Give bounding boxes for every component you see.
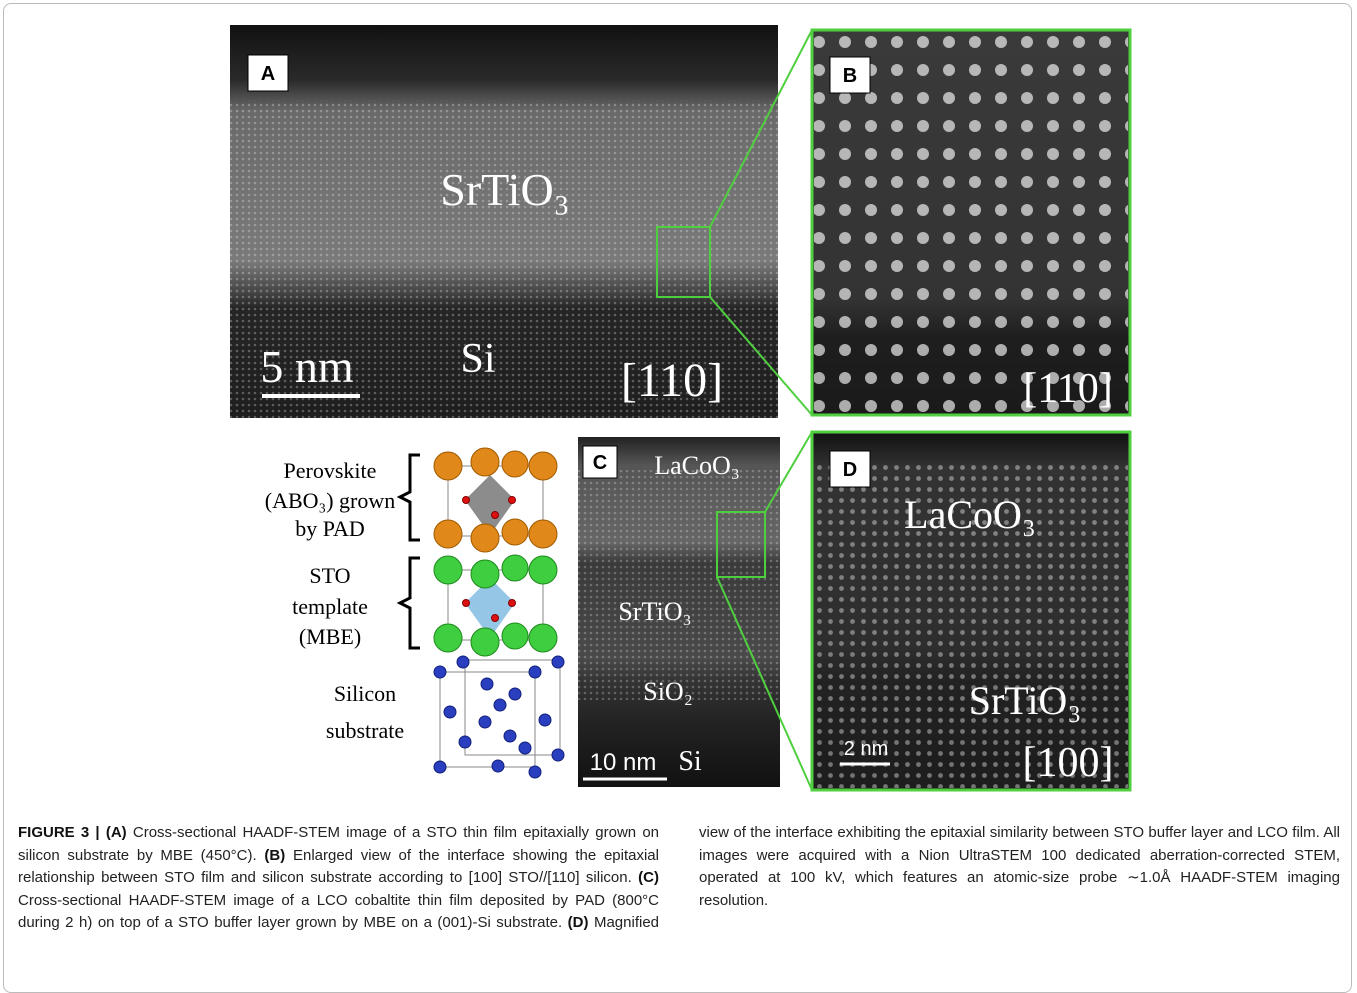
- panel-label: D: [843, 459, 857, 481]
- schematic-label: STO: [309, 563, 350, 588]
- caption-tag: (B): [264, 847, 285, 864]
- schematic-label: Perovskite: [284, 458, 377, 483]
- panel-label: C: [593, 452, 607, 474]
- schematic-label: (ABO₃) grown: [265, 488, 396, 513]
- figure: A SrTiO₃ Si 5 nm [110] B [110] Perovskit…: [0, 0, 1357, 800]
- zone-label: [110]: [621, 354, 723, 407]
- scale-label: 5 nm: [260, 341, 354, 392]
- caption-text: Cross-sectional HAADF-STEM image of a LC…: [18, 892, 659, 932]
- panel-b: B [110]: [812, 30, 1130, 415]
- caption-tag: (C): [638, 869, 659, 886]
- schematic-label: by PAD: [295, 516, 365, 541]
- brace: [400, 558, 420, 648]
- scale-label: 10 nm: [590, 749, 657, 776]
- zone-label: [100]: [1023, 740, 1114, 786]
- panel-c: C LaCoO₃ SrTiO₃ SiO₂ 10 nm Si: [578, 437, 780, 787]
- page: A SrTiO₃ Si 5 nm [110] B [110] Perovskit…: [0, 0, 1357, 978]
- layer-label: SiO₂: [643, 677, 693, 706]
- caption-label: FIGURE 3 |: [18, 824, 100, 841]
- caption-text: Magnified view of the interface exhibiti…: [594, 824, 1340, 931]
- layer-label: LaCoO₃: [654, 451, 740, 480]
- substrate-label: Si: [678, 746, 702, 777]
- schematic-label: (MBE): [299, 624, 361, 649]
- schematic-label: substrate: [326, 718, 404, 743]
- panel-a: A SrTiO₃ Si 5 nm [110]: [230, 25, 778, 418]
- panel-d: D LaCoO₃ SrTiO₃ 2 nm [100]: [812, 432, 1130, 790]
- layer-label: SrTiO₃: [618, 597, 691, 626]
- layer-label: LaCoO₃: [904, 492, 1036, 537]
- schematic-label: template: [292, 594, 368, 619]
- lattice: [578, 470, 780, 700]
- panel-label: B: [843, 65, 857, 87]
- brace: [400, 455, 420, 540]
- scale-label: 2 nm: [844, 738, 888, 760]
- schematic: Perovskite (ABO₃) grown by PAD STO templ…: [265, 448, 564, 778]
- caption: FIGURE 3 | (A) Cross-sectional HAADF-STE…: [18, 822, 1340, 978]
- caption-tag: (D): [568, 914, 589, 931]
- material-label: SrTiO₃: [440, 164, 569, 215]
- panel-label: A: [261, 63, 275, 85]
- schematic-label: Silicon: [334, 681, 396, 706]
- caption-tag: (A): [106, 824, 127, 841]
- layer-label: SrTiO₃: [969, 678, 1082, 723]
- zone-label: [110]: [1023, 366, 1112, 412]
- substrate-label: Si: [460, 336, 495, 382]
